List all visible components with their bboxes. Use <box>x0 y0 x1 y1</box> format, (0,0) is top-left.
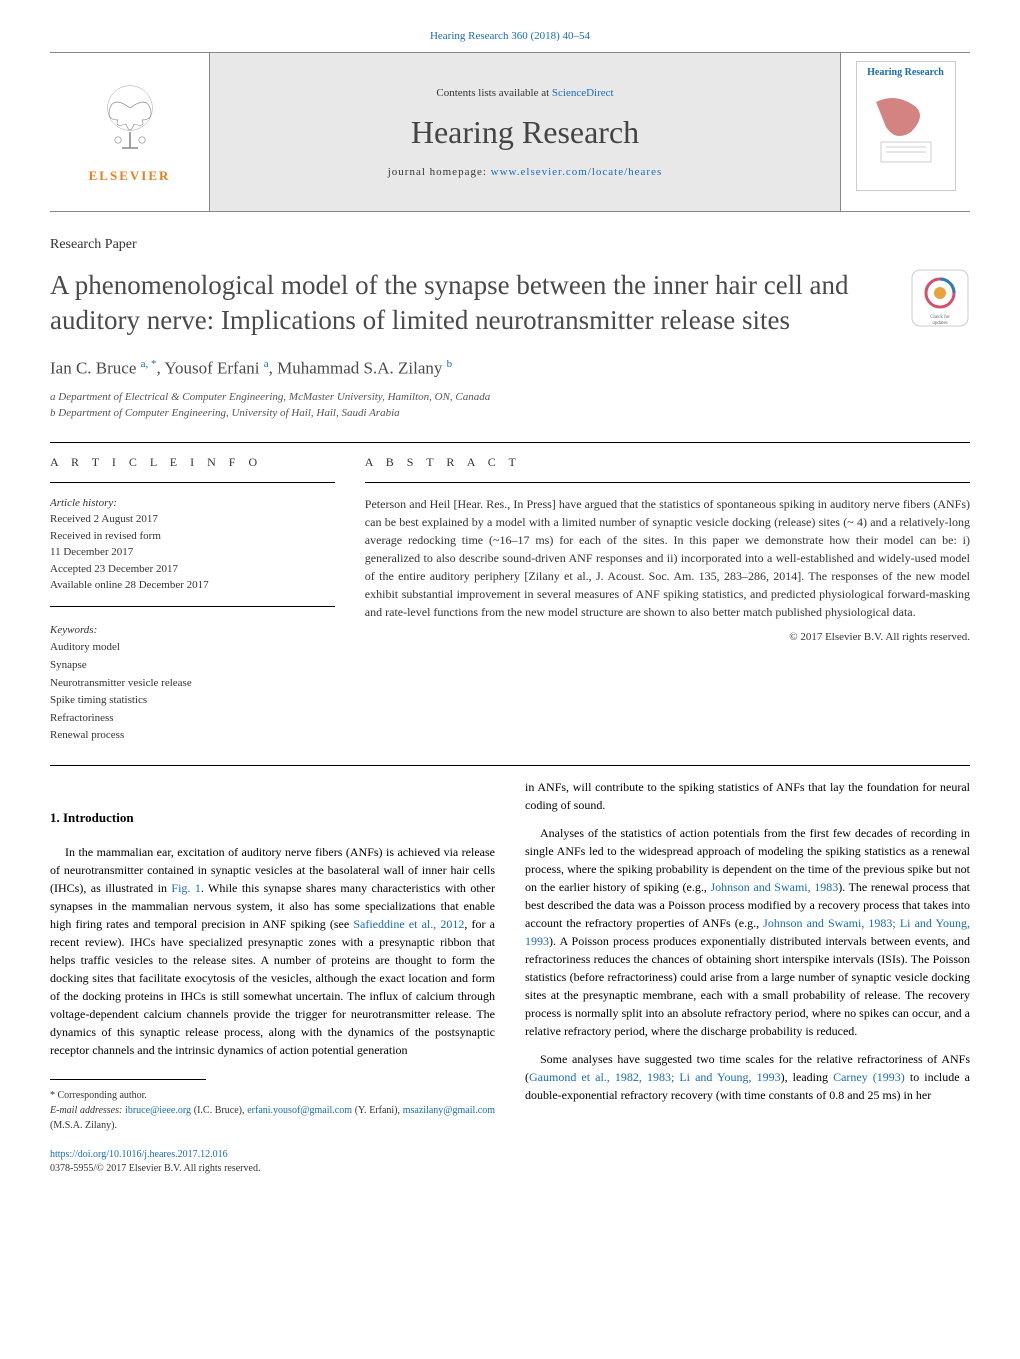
paper-title: A phenomenological model of the synapse … <box>50 268 890 338</box>
keyword-1: Auditory model <box>50 639 335 657</box>
affiliation-a: a Department of Electrical & Computer En… <box>50 389 970 406</box>
safieddine-link[interactable]: Safieddine et al., 2012 <box>353 917 464 931</box>
keywords: Keywords: Auditory model Synapse Neurotr… <box>50 622 335 745</box>
author-2: , Yousof Erfani <box>157 359 264 378</box>
body-columns: 1. Introduction In the mammalian ear, ex… <box>50 778 970 1176</box>
doi-link[interactable]: https://doi.org/10.1016/j.heares.2017.12… <box>50 1149 228 1160</box>
divider <box>50 606 335 607</box>
keyword-5: Refractoriness <box>50 710 335 728</box>
abstract-text: Peterson and Heil [Hear. Res., In Press]… <box>365 495 970 621</box>
abstract-col: A B S T R A C T Peterson and Heil [Hear.… <box>365 455 970 745</box>
johnson-swami-link[interactable]: Johnson and Swami, 1983 <box>710 880 838 894</box>
intro-p1: In the mammalian ear, excitation of audi… <box>50 843 495 1059</box>
history-revised-date: 11 December 2017 <box>50 544 335 561</box>
cover-graphic-icon <box>866 82 946 172</box>
divider <box>50 765 970 766</box>
journal-cover: Hearing Research <box>856 61 956 191</box>
article-info-head: A R T I C L E I N F O <box>50 455 335 470</box>
homepage-prefix: journal homepage: <box>388 166 491 178</box>
paper-type: Research Paper <box>50 237 970 253</box>
body-col-right: in ANFs, will contribute to the spiking … <box>525 778 970 1176</box>
article-info-col: A R T I C L E I N F O Article history: R… <box>50 455 335 745</box>
authors: Ian C. Bruce a, *, Yousof Erfani a, Muha… <box>50 358 970 379</box>
publisher-logo-box: ELSEVIER <box>50 53 210 211</box>
journal-reference: Hearing Research 360 (2018) 40–54 <box>50 30 970 42</box>
journal-cover-box: Hearing Research <box>840 53 970 211</box>
author-3-sup: b <box>447 358 453 370</box>
author-1-sup: a, * <box>141 358 157 370</box>
intro-p4: Some analyses have suggested two time sc… <box>525 1050 970 1104</box>
author-1: Ian C. Bruce <box>50 359 141 378</box>
info-abstract-row: A R T I C L E I N F O Article history: R… <box>50 455 970 745</box>
divider <box>365 482 970 483</box>
footnote: * Corresponding author. E-mail addresses… <box>50 1088 495 1133</box>
elsevier-tree-icon <box>90 80 170 160</box>
svg-text:updates: updates <box>932 321 947 326</box>
emails-label: E-mail addresses: <box>50 1105 125 1116</box>
publisher-name: ELSEVIER <box>89 168 171 184</box>
intro-p3: Analyses of the statistics of action pot… <box>525 824 970 1040</box>
contents-prefix: Contents lists available at <box>436 87 551 99</box>
abstract-head: A B S T R A C T <box>365 455 970 470</box>
svg-text:Check for: Check for <box>930 315 950 320</box>
title-row: A phenomenological model of the synapse … <box>50 268 970 338</box>
footer: https://doi.org/10.1016/j.heares.2017.12… <box>50 1148 495 1176</box>
fig1-link[interactable]: Fig. 1 <box>171 881 200 895</box>
carney-link[interactable]: Carney (1993) <box>833 1070 905 1084</box>
intro-p1-cont2: , for a recent review). IHCs have specia… <box>50 917 495 1057</box>
gaumond-link[interactable]: Gaumond et al., 1982, 1983; Li and Young… <box>529 1070 781 1084</box>
history-head: Article history: <box>50 495 335 512</box>
contents-list: Contents lists available at ScienceDirec… <box>436 87 613 99</box>
header-center: Contents lists available at ScienceDirec… <box>210 53 840 211</box>
cover-title: Hearing Research <box>867 67 944 78</box>
footnote-divider <box>50 1079 206 1080</box>
sciencedirect-link[interactable]: ScienceDirect <box>552 87 614 99</box>
email-addresses: E-mail addresses: ibruce@ieee.org (I.C. … <box>50 1103 495 1133</box>
intro-p4-cont: ), leading <box>781 1070 833 1084</box>
keyword-3: Neurotransmitter vesicle release <box>50 675 335 693</box>
email-3-who: (M.S.A. Zilany). <box>50 1120 117 1131</box>
history-accepted: Accepted 23 December 2017 <box>50 561 335 578</box>
history-received: Received 2 August 2017 <box>50 511 335 528</box>
email-2[interactable]: erfani.yousof@gmail.com <box>247 1105 352 1116</box>
affiliations: a Department of Electrical & Computer En… <box>50 389 970 422</box>
intro-title: 1. Introduction <box>50 808 495 828</box>
issn-copyright: 0378-5955/© 2017 Elsevier B.V. All right… <box>50 1162 495 1176</box>
affiliation-b: b Department of Computer Engineering, Un… <box>50 405 970 422</box>
email-1[interactable]: ibruce@ieee.org <box>125 1105 191 1116</box>
keywords-head: Keywords: <box>50 622 335 640</box>
article-history: Article history: Received 2 August 2017 … <box>50 495 335 594</box>
email-3[interactable]: msazilany@gmail.com <box>403 1105 495 1116</box>
corresponding-author: * Corresponding author. <box>50 1088 495 1103</box>
journal-homepage: journal homepage: www.elsevier.com/locat… <box>388 166 663 178</box>
email-2-who: (Y. Erfani), <box>352 1105 403 1116</box>
history-revised: Received in revised form <box>50 528 335 545</box>
body-col-left: 1. Introduction In the mammalian ear, ex… <box>50 778 495 1176</box>
keyword-2: Synapse <box>50 657 335 675</box>
keyword-6: Renewal process <box>50 727 335 745</box>
homepage-link[interactable]: www.elsevier.com/locate/heares <box>491 166 663 178</box>
divider <box>50 482 335 483</box>
journal-title: Hearing Research <box>411 114 639 151</box>
check-updates-icon[interactable]: Check for updates <box>910 268 970 328</box>
keyword-4: Spike timing statistics <box>50 692 335 710</box>
author-3: , Muhammad S.A. Zilany <box>269 359 447 378</box>
divider <box>50 442 970 443</box>
intro-p2: in ANFs, will contribute to the spiking … <box>525 778 970 814</box>
email-1-who: (I.C. Bruce), <box>191 1105 247 1116</box>
copyright: © 2017 Elsevier B.V. All rights reserved… <box>365 631 970 643</box>
intro-p3-cont2: ). A Poisson process produces exponentia… <box>525 934 970 1038</box>
history-online: Available online 28 December 2017 <box>50 577 335 594</box>
journal-header: ELSEVIER Contents lists available at Sci… <box>50 52 970 212</box>
